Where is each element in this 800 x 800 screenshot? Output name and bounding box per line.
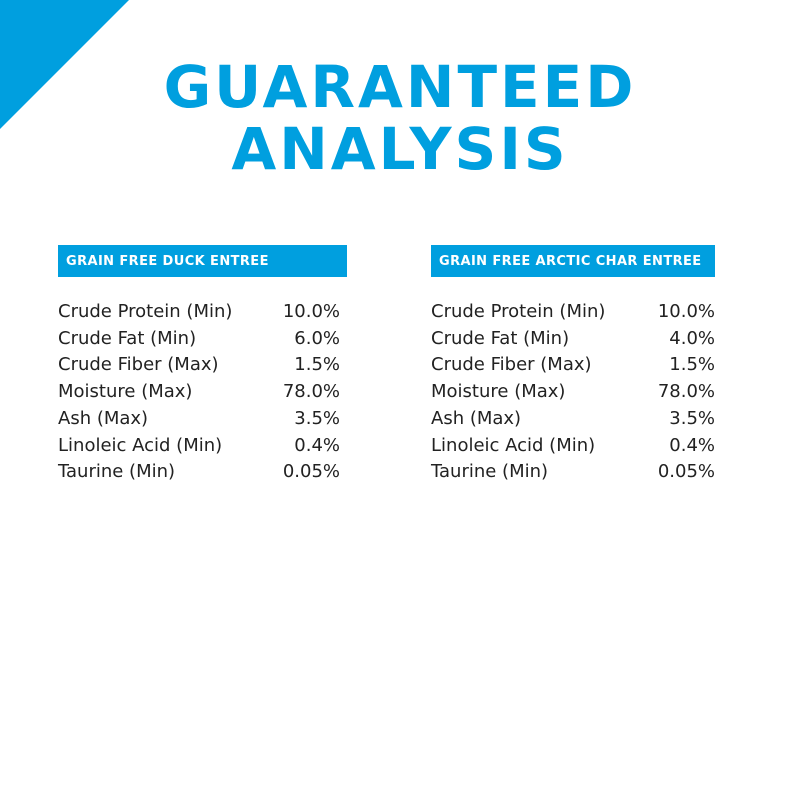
analysis-row: Crude Fat (Min) 6.0% <box>58 326 340 353</box>
nutrient-value: 0.05% <box>657 461 715 483</box>
panel-arctic-char-entree: GRAIN FREE ARCTIC CHAR ENTREE Crude Prot… <box>431 245 715 486</box>
analysis-row: Linoleic Acid (Min) 0.4% <box>58 433 340 460</box>
title-line-1: GUARANTEED <box>163 53 637 121</box>
nutrient-value: 0.4% <box>669 434 715 456</box>
nutrient-label: Linoleic Acid (Min) <box>431 434 596 456</box>
nutrient-label: Crude Fat (Min) <box>58 327 197 349</box>
panel-heading: GRAIN FREE ARCTIC CHAR ENTREE <box>431 245 715 277</box>
nutrient-value: 1.5% <box>669 354 715 376</box>
analysis-row: Taurine (Min) 0.05% <box>58 459 340 486</box>
analysis-row: Crude Fiber (Max) 1.5% <box>58 352 340 379</box>
analysis-row: Ash (Max) 3.5% <box>431 406 715 433</box>
analysis-row: Crude Protein (Min) 10.0% <box>431 299 715 326</box>
nutrient-label: Crude Fat (Min) <box>431 327 570 349</box>
nutrient-value: 1.5% <box>294 354 340 376</box>
panel-duck-entree: GRAIN FREE DUCK ENTREE Crude Protein (Mi… <box>58 245 347 486</box>
nutrient-label: Crude Protein (Min) <box>431 301 606 322</box>
nutrient-value: 4.0% <box>669 327 715 349</box>
analysis-row: Ash (Max) 3.5% <box>58 406 340 433</box>
nutrient-value: 3.5% <box>669 407 715 429</box>
panel-heading: GRAIN FREE DUCK ENTREE <box>58 245 347 277</box>
nutrient-value: 78.0% <box>657 381 715 403</box>
nutrient-label: Ash (Max) <box>431 407 522 429</box>
nutrient-value: 10.0% <box>657 301 715 322</box>
page-title: GUARANTEED ANALYSIS <box>0 56 800 180</box>
analysis-row: Taurine (Min) 0.05% <box>431 459 715 486</box>
analysis-row: Crude Fat (Min) 4.0% <box>431 326 715 353</box>
analysis-row: Moisture (Max) 78.0% <box>431 379 715 406</box>
nutrient-value: 6.0% <box>294 327 340 349</box>
analysis-row: Moisture (Max) 78.0% <box>58 379 340 406</box>
nutrient-label: Linoleic Acid (Min) <box>58 434 223 456</box>
analysis-row: Linoleic Acid (Min) 0.4% <box>431 433 715 460</box>
nutrient-value: 78.0% <box>282 381 340 403</box>
nutrient-value: 10.0% <box>282 301 340 322</box>
nutrient-label: Taurine (Min) <box>58 461 176 483</box>
nutrient-label: Moisture (Max) <box>58 381 193 403</box>
corner-triangle-decoration <box>0 0 129 129</box>
analysis-row: Crude Fiber (Max) 1.5% <box>431 352 715 379</box>
nutrient-value: 3.5% <box>294 407 340 429</box>
title-line-2: ANALYSIS <box>231 115 569 183</box>
analysis-row: Crude Protein (Min) 10.0% <box>58 299 340 326</box>
nutrient-label: Taurine (Min) <box>431 461 549 483</box>
nutrient-label: Crude Fiber (Max) <box>58 354 219 376</box>
nutrient-label: Crude Protein (Min) <box>58 301 233 322</box>
nutrient-value: 0.4% <box>294 434 340 456</box>
nutrient-value: 0.05% <box>282 461 340 483</box>
nutrient-label: Crude Fiber (Max) <box>431 354 592 376</box>
nutrient-label: Ash (Max) <box>58 407 149 429</box>
nutrient-label: Moisture (Max) <box>431 381 566 403</box>
